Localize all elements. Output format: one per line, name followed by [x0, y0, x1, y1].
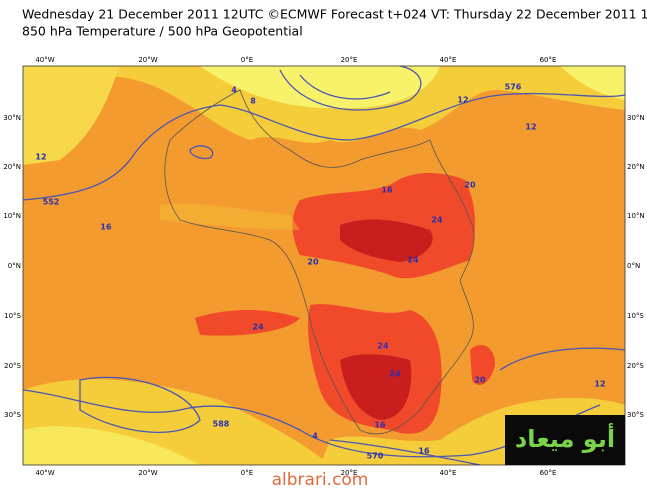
contour-label: 12	[594, 380, 605, 389]
logo-box	[505, 415, 625, 465]
contour-label: 12	[457, 96, 468, 105]
contour-label: 16	[418, 447, 430, 456]
lat-label: 20°S	[627, 362, 644, 370]
lat-label: 0°N	[8, 262, 21, 270]
lon-label: 0°E	[241, 469, 253, 477]
map-frame	[22, 65, 626, 466]
lat-label: 30°S	[627, 411, 644, 419]
subtitle: 850 hPa Temperature / 500 hPa Geopotenti…	[22, 24, 303, 39]
lon-label: 40°W	[35, 56, 54, 64]
lat-label: 30°N	[627, 114, 645, 122]
contour-label: 24	[407, 256, 419, 265]
lat-label: 10°S	[4, 312, 21, 320]
contour-label: 16	[374, 421, 386, 430]
lon-label: 0°E	[241, 56, 253, 64]
contour-label: 8	[250, 97, 256, 106]
contour-label: 20	[474, 376, 486, 385]
contour-label: 12	[35, 153, 46, 162]
lat-label: 10°N	[3, 212, 21, 220]
contour-label: 20	[307, 258, 319, 267]
lat-label: 0°N	[627, 262, 640, 270]
contour-label: 24	[431, 216, 443, 225]
logo: أبو ميعاد	[515, 423, 615, 453]
lon-label: 20°E	[341, 469, 358, 477]
lat-label: 20°N	[3, 163, 21, 171]
contour-label: 16	[100, 223, 112, 232]
lon-label: 40°E	[440, 469, 457, 477]
lat-label: 30°S	[4, 411, 21, 419]
lat-label: 20°N	[627, 163, 645, 171]
lon-label: 40°W	[35, 469, 54, 477]
labels: 40°W 40°W 20°W 20°W 0°E 0°E 20°E 20°E 40°E 40°E 60…	[3, 56, 644, 477]
map-field	[23, 66, 625, 465]
lat-label: 10°N	[627, 212, 645, 220]
title: Wednesday 21 December 2011 12UTC ©ECMWF …	[22, 7, 647, 22]
contour-label: 576	[505, 83, 522, 92]
lon-label: 60°E	[540, 56, 557, 64]
lat-label: 30°N	[3, 114, 21, 122]
contour-label: 4	[231, 86, 237, 95]
contour-label: 24	[252, 323, 264, 332]
lon-label: 20°W	[138, 469, 157, 477]
contour-label: 552	[43, 198, 60, 207]
lon-label: 60°E	[540, 469, 557, 477]
contour-label: 12	[525, 123, 536, 132]
lat-label: 10°S	[627, 312, 644, 320]
contour-label: 24	[377, 342, 389, 351]
contour-label: 16	[381, 186, 393, 195]
contour-label: 20	[464, 181, 476, 190]
lat-label: 20°S	[4, 362, 21, 370]
contour-label: 588	[213, 420, 230, 429]
lon-label: 20°E	[341, 56, 358, 64]
contour-label: 24	[389, 370, 401, 379]
lon-label: 40°E	[440, 56, 457, 64]
lon-label: 20°W	[138, 56, 157, 64]
contour-label: 4	[312, 432, 318, 441]
watermark: albrari.com	[272, 470, 369, 488]
contour-label: 570	[367, 452, 384, 461]
